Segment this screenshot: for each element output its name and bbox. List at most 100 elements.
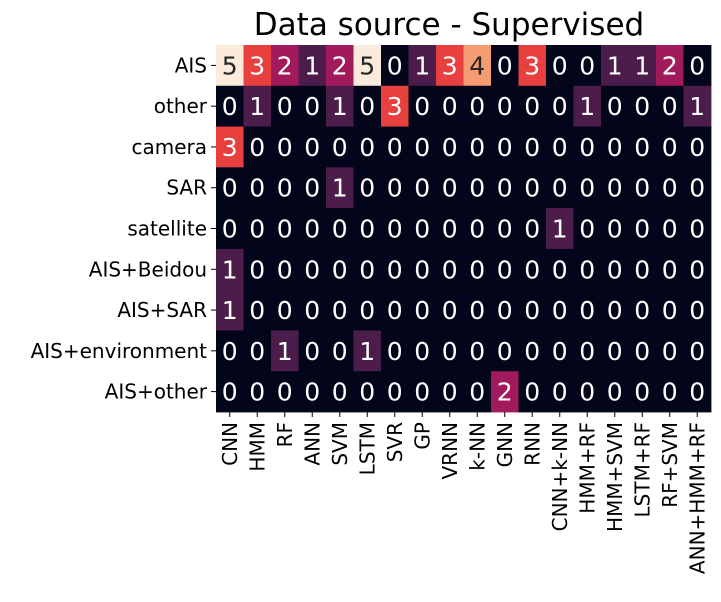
cell-value-label: 0 bbox=[497, 296, 513, 325]
heatmap-cell bbox=[243, 208, 272, 250]
heatmap-cell bbox=[353, 289, 382, 331]
cell-value-label: 0 bbox=[552, 296, 568, 325]
heatmap-cell bbox=[683, 289, 712, 331]
heatmap-cell bbox=[436, 330, 464, 372]
heatmap-cell bbox=[381, 248, 409, 291]
x-tick-label: GNN bbox=[493, 422, 517, 467]
cell-value-label: 0 bbox=[249, 337, 265, 366]
cell-value-label: 0 bbox=[634, 215, 650, 244]
cell-value-label: 3 bbox=[222, 133, 238, 162]
heatmap-cell bbox=[491, 289, 519, 331]
cell-value-label: 0 bbox=[689, 51, 705, 80]
cell-value-label: 1 bbox=[332, 174, 348, 203]
heatmap-cell bbox=[491, 85, 519, 127]
cell-value-label: 0 bbox=[662, 215, 678, 244]
cell-value-label: 0 bbox=[414, 133, 430, 162]
heatmap-cell bbox=[271, 45, 299, 87]
heatmap-cell bbox=[326, 45, 354, 87]
heatmap-cell bbox=[216, 208, 244, 250]
cell-value-label: 0 bbox=[634, 92, 650, 121]
cell-value-label: 0 bbox=[524, 255, 540, 284]
cell-value-label: 2 bbox=[662, 51, 678, 80]
x-tick-label: RNN bbox=[520, 422, 544, 466]
cell-value-label: 0 bbox=[497, 92, 513, 121]
cell-value-label: 0 bbox=[359, 92, 375, 121]
heatmap-cell bbox=[463, 289, 492, 331]
heatmap-cell bbox=[491, 208, 519, 250]
cell-value-label: 3 bbox=[442, 51, 458, 80]
cell-value-label: 0 bbox=[552, 51, 568, 80]
heatmap-cell bbox=[408, 208, 437, 250]
cell-value-label: 0 bbox=[607, 378, 623, 407]
heatmap-cell bbox=[298, 126, 327, 168]
heatmap-cell bbox=[353, 371, 382, 413]
heatmap-cell bbox=[353, 85, 382, 127]
cell-value-label: 0 bbox=[414, 174, 430, 203]
heatmap-cell bbox=[601, 248, 629, 291]
heatmap-cell bbox=[628, 371, 657, 413]
cell-value-label: 1 bbox=[332, 92, 348, 121]
heatmap-cell bbox=[381, 208, 409, 250]
cell-value-label: 0 bbox=[387, 378, 403, 407]
heatmap-cell bbox=[573, 45, 602, 87]
heatmap-cell bbox=[298, 248, 327, 291]
chart-title: Data source - Supervised bbox=[254, 7, 644, 43]
cell-value-label: 0 bbox=[249, 215, 265, 244]
cell-value-label: 1 bbox=[579, 92, 595, 121]
heatmap-cell bbox=[326, 289, 354, 331]
heatmap-cell bbox=[326, 248, 354, 291]
x-tick-label: HMM bbox=[245, 422, 269, 472]
cell-value-label: 2 bbox=[332, 51, 348, 80]
cell-value-label: 0 bbox=[662, 174, 678, 203]
cell-value-label: 0 bbox=[552, 378, 568, 407]
heatmap-cell bbox=[628, 167, 657, 209]
heatmap-cell bbox=[243, 371, 272, 413]
cell-value-label: 0 bbox=[524, 215, 540, 244]
cell-value-label: 0 bbox=[607, 133, 623, 162]
heatmap-cell bbox=[573, 208, 602, 250]
heatmap-cell bbox=[463, 167, 492, 209]
cell-value-label: 0 bbox=[414, 337, 430, 366]
heatmap-cell bbox=[601, 167, 629, 209]
heatmap-cell bbox=[683, 45, 712, 87]
cell-value-label: 0 bbox=[277, 378, 293, 407]
cell-value-label: 0 bbox=[634, 174, 650, 203]
cell-value-label: 0 bbox=[607, 296, 623, 325]
cell-value-label: 0 bbox=[222, 337, 238, 366]
cell-value-label: 0 bbox=[552, 174, 568, 203]
heatmap-cell bbox=[683, 85, 712, 127]
y-tick-label: AIS+SAR bbox=[117, 298, 207, 322]
heatmap-cell bbox=[436, 45, 464, 87]
heatmap-cell bbox=[656, 330, 684, 372]
cell-value-label: 0 bbox=[359, 215, 375, 244]
y-tick-label: AIS+Beidou bbox=[89, 257, 207, 281]
cell-value-label: 0 bbox=[689, 255, 705, 284]
heatmap-cell bbox=[436, 248, 464, 291]
heatmap-cell bbox=[463, 330, 492, 372]
heatmap-cell bbox=[353, 126, 382, 168]
cell-value-label: 0 bbox=[359, 378, 375, 407]
cell-value-label: 0 bbox=[524, 133, 540, 162]
cell-value-label: 0 bbox=[387, 337, 403, 366]
cell-value-label: 0 bbox=[442, 215, 458, 244]
heatmap-cell bbox=[628, 208, 657, 250]
heatmap-cell bbox=[216, 85, 244, 127]
heatmap-cell bbox=[216, 167, 244, 209]
cell-value-label: 0 bbox=[689, 378, 705, 407]
heatmap-cell bbox=[436, 289, 464, 331]
cell-value-label: 0 bbox=[662, 133, 678, 162]
heatmap-cell bbox=[546, 45, 574, 87]
heatmap-cell bbox=[573, 126, 602, 168]
cell-value-label: 0 bbox=[497, 215, 513, 244]
cell-value-label: 0 bbox=[552, 92, 568, 121]
heatmap-cell bbox=[683, 126, 712, 168]
cell-value-label: 0 bbox=[387, 215, 403, 244]
cell-value-label: 0 bbox=[249, 378, 265, 407]
cell-value-label: 0 bbox=[332, 296, 348, 325]
heatmap-cell bbox=[546, 126, 574, 168]
heatmap-cell bbox=[573, 289, 602, 331]
cell-value-label: 0 bbox=[249, 174, 265, 203]
heatmap-cell bbox=[271, 208, 299, 250]
heatmap-cell bbox=[353, 167, 382, 209]
heatmap-cell bbox=[353, 248, 382, 291]
